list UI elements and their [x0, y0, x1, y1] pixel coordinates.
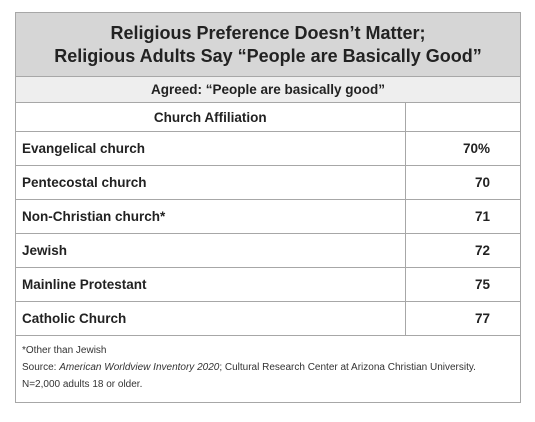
row-value: 77 [405, 301, 520, 336]
title-line-1: Religious Preference Doesn’t Matter; [110, 22, 426, 43]
table-row: Pentecostal church 70 [16, 165, 520, 200]
table-figure: Religious Preference Doesn’t Matter; Rel… [15, 12, 521, 403]
row-label: Non-Christian church* [16, 199, 406, 234]
table-row: Jewish 72 [16, 233, 520, 268]
title-line-2: Religious Adults Say “People are Basical… [54, 45, 482, 66]
table-row: Mainline Protestant 75 [16, 267, 520, 302]
page-title: Religious Preference Doesn’t Matter; Rel… [16, 13, 520, 77]
row-label: Evangelical church [16, 131, 406, 166]
table-row: Catholic Church 77 [16, 301, 520, 336]
data-table: Church Affiliation Evangelical church 70%… [16, 103, 520, 336]
source-rest: ; Cultural Research Center at Arizona Ch… [22, 362, 476, 390]
row-label: Pentecostal church [16, 165, 406, 200]
column-header-affiliation: Church Affiliation [16, 103, 406, 132]
row-value: 72 [405, 233, 520, 268]
row-value: 75 [405, 267, 520, 302]
row-label: Catholic Church [16, 301, 406, 336]
table-body: Church Affiliation Evangelical church 70%… [16, 103, 520, 336]
source-note: Source: American Worldview Inventory 202… [22, 359, 514, 393]
row-value: 70 [405, 165, 520, 200]
column-header-value [405, 103, 520, 132]
table-row: Evangelical church 70% [16, 131, 520, 166]
row-label: Mainline Protestant [16, 267, 406, 302]
table-header-row: Church Affiliation [16, 103, 520, 132]
table-row: Non-Christian church* 71 [16, 199, 520, 234]
notes: *Other than Jewish Source: American Worl… [16, 336, 520, 393]
row-label: Jewish [16, 233, 406, 268]
subtitle: Agreed: “People are basically good” [16, 77, 520, 103]
row-value: 70% [405, 131, 520, 166]
source-title: American Worldview Inventory 2020 [59, 362, 220, 373]
footnote: *Other than Jewish [22, 345, 107, 356]
source-prefix: Source: [22, 362, 60, 373]
row-value: 71 [405, 199, 520, 234]
